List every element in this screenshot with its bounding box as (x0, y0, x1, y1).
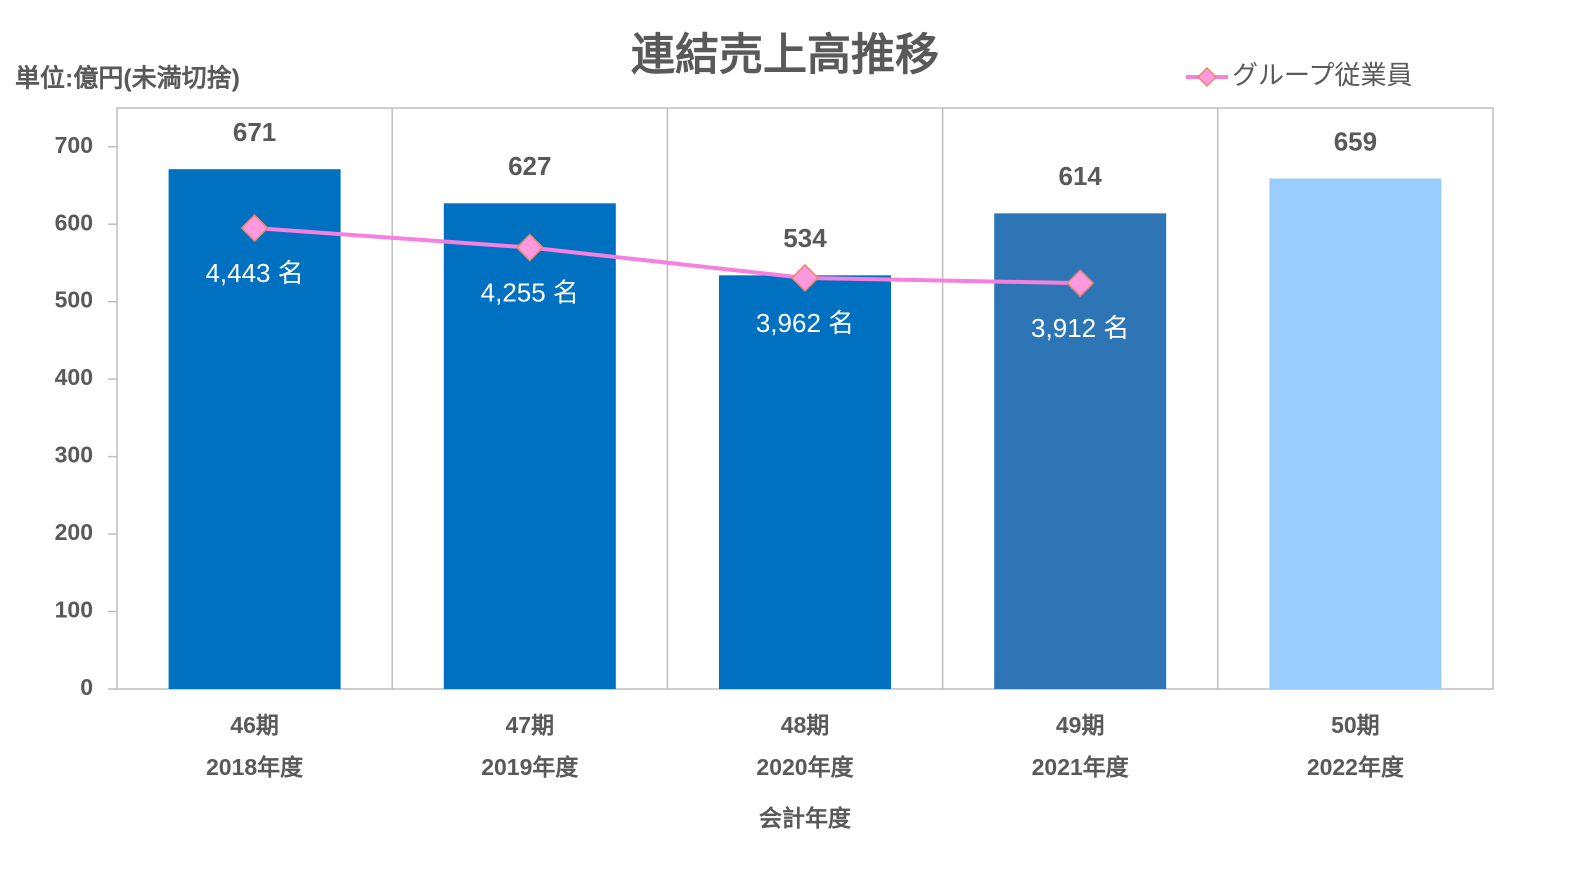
bar-value-label: 671 (233, 117, 276, 147)
bar (443, 203, 616, 689)
x-tick-label: 2022年度 (1307, 754, 1405, 780)
legend-label: グループ従業員 (1232, 60, 1412, 90)
y-tick-label: 600 (55, 209, 93, 235)
bar (719, 275, 891, 689)
bar-value-label: 534 (783, 223, 827, 253)
line (254, 226, 1081, 286)
y-tick-label: 200 (55, 519, 93, 545)
line-value-label: 4,255 名 (481, 277, 579, 307)
y-tick-label: 0 (80, 674, 93, 700)
line-value-label: 4,443 名 (205, 258, 303, 288)
line-marker (515, 233, 544, 262)
bar-value-label: 627 (508, 151, 551, 181)
y-tick-label: 400 (55, 364, 93, 390)
legend-marker (1196, 66, 1218, 88)
y-tick-label: 500 (55, 287, 93, 313)
chart-title: 連結売上高推移 (631, 31, 939, 80)
bar (1269, 178, 1442, 689)
line-marker (1066, 269, 1095, 298)
x-tick-label: 46期 (230, 712, 279, 738)
x-tick-label: 2020年度 (756, 754, 854, 780)
y-tick-label: 100 (55, 597, 93, 623)
line-value-label: 3,962 名 (756, 308, 854, 338)
bar (168, 169, 341, 689)
x-tick-label: 2018年度 (206, 754, 304, 780)
bar-value-label: 614 (1059, 161, 1103, 191)
x-axis-label: 会計年度 (759, 805, 852, 831)
bar-value-label: 659 (1334, 126, 1377, 156)
x-tick-label: 49期 (1056, 712, 1105, 738)
y-tick-label: 700 (55, 132, 93, 158)
line-marker (790, 263, 820, 293)
y-tick-label: 300 (55, 442, 93, 468)
x-tick-label: 2021年度 (1032, 754, 1130, 780)
line-marker (240, 213, 269, 243)
x-tick-label: 2019年度 (481, 754, 579, 780)
x-tick-label: 47期 (506, 712, 555, 738)
x-tick-label: 50期 (1331, 712, 1380, 738)
unit-label: 単位:億円(未満切捨) (15, 64, 240, 93)
line-value-label: 3,912 名 (1031, 313, 1129, 343)
x-tick-label: 48期 (781, 712, 830, 738)
